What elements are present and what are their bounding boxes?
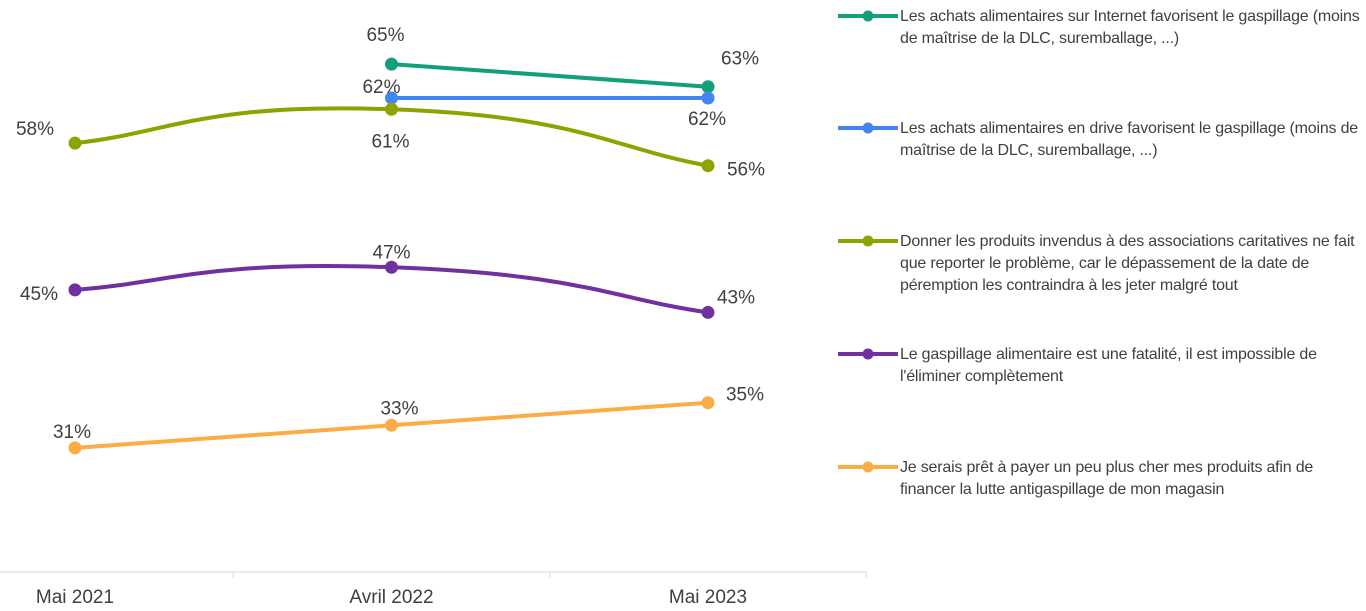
legend-marker (838, 122, 898, 134)
data-label: 47% (372, 242, 410, 263)
data-point (385, 260, 398, 274)
data-label: 61% (371, 131, 409, 152)
legend-dot (862, 122, 874, 134)
legend-label: Les achats alimentaires sur Internet fav… (900, 8, 1360, 47)
data-point (68, 441, 82, 455)
data-point (385, 418, 398, 432)
x-tick-label: Mai 2021 (36, 587, 114, 608)
legend-label: Je serais prêt à payer un peu plus cher … (900, 459, 1314, 498)
data-point (385, 91, 398, 105)
legend-dot (862, 235, 874, 247)
legend-label: Le gaspillage alimentaire est une fatali… (900, 346, 1317, 385)
x-tick-label: Avril 2022 (349, 587, 433, 608)
data-point (68, 136, 82, 150)
chart: Mai 2021 Avril 2022 Mai 2023 65% 63% 62% 62% 58… (0, 25, 867, 608)
data-point (701, 305, 715, 319)
data-label: 35% (726, 385, 764, 406)
data-label: 62% (362, 77, 400, 98)
legend-item: Je serais prêt à payer un peu plus cher … (838, 457, 1364, 501)
legend-item: Les achats alimentaires sur Internet fav… (838, 6, 1364, 50)
data-label: 31% (53, 422, 91, 443)
data-point (385, 57, 398, 71)
legend-label: Donner les produits invendus à des assoc… (900, 233, 1355, 294)
legend-item: Les achats alimentaires en drive favoris… (838, 118, 1364, 162)
legend-dot (862, 348, 874, 360)
legend-marker (838, 10, 898, 22)
legend-item: Le gaspillage alimentaire est une fatali… (838, 344, 1364, 388)
legend-label: Les achats alimentaires en drive favoris… (900, 120, 1358, 159)
data-point (701, 159, 715, 173)
data-label: 58% (16, 119, 54, 140)
legend-marker (838, 348, 898, 360)
legend-dot (862, 10, 874, 22)
legend-item: Donner les produits invendus à des assoc… (838, 231, 1364, 297)
legend-marker (838, 235, 898, 247)
data-label: 65% (366, 25, 404, 46)
data-point (701, 91, 715, 105)
data-point (385, 102, 398, 116)
data-label: 56% (727, 160, 765, 181)
data-point (701, 396, 715, 410)
data-label: 63% (721, 49, 759, 70)
data-point (68, 283, 82, 297)
data-label: 45% (20, 284, 58, 305)
series-line (391, 62, 709, 89)
data-point (701, 80, 715, 94)
data-label: 43% (717, 287, 755, 308)
x-tick-label: Mai 2023 (669, 587, 747, 608)
legend-marker (838, 461, 898, 473)
legend-dot (862, 461, 874, 473)
data-label: 62% (688, 109, 726, 130)
data-label: 33% (380, 398, 418, 419)
